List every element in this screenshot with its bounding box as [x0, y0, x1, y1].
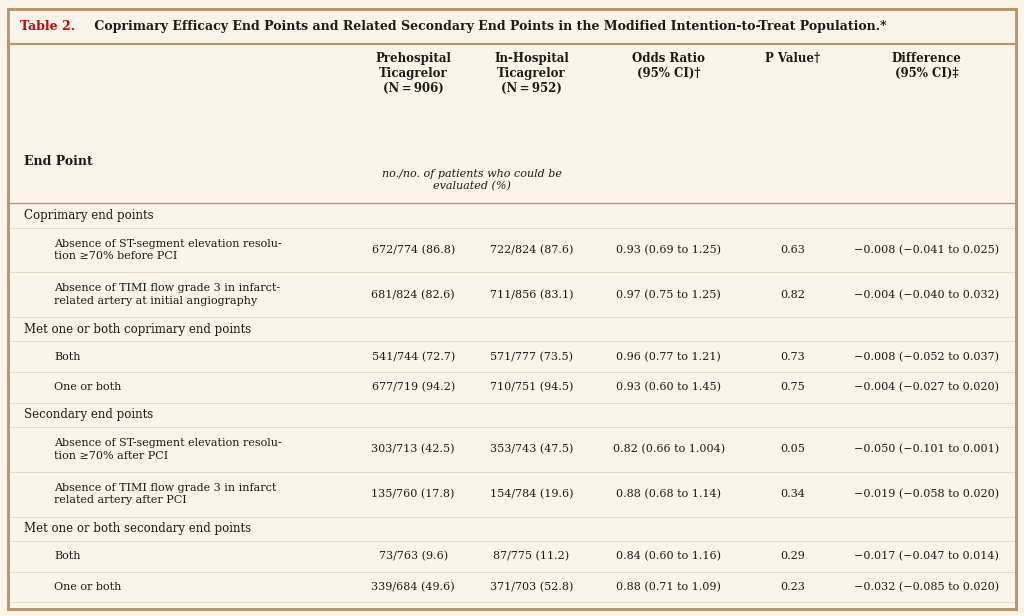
Text: 0.88 (0.68 to 1.14): 0.88 (0.68 to 1.14): [616, 489, 721, 500]
Text: P Value†: P Value†: [765, 52, 820, 65]
Text: −0.050 (−0.101 to 0.001): −0.050 (−0.101 to 0.001): [854, 444, 999, 455]
Text: 0.63: 0.63: [780, 245, 805, 255]
Text: Met one or both coprimary end points: Met one or both coprimary end points: [24, 323, 251, 336]
Text: −0.008 (−0.052 to 0.037): −0.008 (−0.052 to 0.037): [854, 352, 999, 362]
Text: −0.032 (−0.085 to 0.020): −0.032 (−0.085 to 0.020): [854, 582, 999, 592]
Text: 0.05: 0.05: [780, 445, 805, 455]
Text: 0.29: 0.29: [780, 551, 805, 561]
Text: 135/760 (17.8): 135/760 (17.8): [372, 489, 455, 500]
Text: 681/824 (82.6): 681/824 (82.6): [372, 290, 455, 300]
Text: 0.93 (0.69 to 1.25): 0.93 (0.69 to 1.25): [616, 245, 721, 255]
Text: 0.75: 0.75: [780, 383, 805, 392]
Text: Odds Ratio
(95% CI)†: Odds Ratio (95% CI)†: [632, 52, 706, 79]
Text: 710/751 (94.5): 710/751 (94.5): [489, 383, 573, 392]
Text: 303/713 (42.5): 303/713 (42.5): [372, 444, 455, 455]
Text: Absence of ST-segment elevation resolu-
tion ≥70% before PCI: Absence of ST-segment elevation resolu- …: [54, 239, 282, 261]
Text: 711/856 (83.1): 711/856 (83.1): [489, 290, 573, 300]
Text: 0.82: 0.82: [780, 290, 805, 299]
Text: Prehospital
Ticagrelor
(N = 906): Prehospital Ticagrelor (N = 906): [375, 52, 452, 95]
Text: 0.88 (0.71 to 1.09): 0.88 (0.71 to 1.09): [616, 582, 721, 592]
Text: Coprimary end points: Coprimary end points: [24, 209, 154, 222]
Text: 0.34: 0.34: [780, 489, 805, 499]
Text: 0.93 (0.60 to 1.45): 0.93 (0.60 to 1.45): [616, 383, 721, 392]
Text: no./no. of patients who could be
evaluated (%): no./no. of patients who could be evaluat…: [382, 169, 561, 192]
Text: 722/824 (87.6): 722/824 (87.6): [489, 245, 573, 255]
Text: Absence of TIMI flow grade 3 in infarct-
related artery at initial angiography: Absence of TIMI flow grade 3 in infarct-…: [54, 283, 281, 306]
Text: −0.019 (−0.058 to 0.020): −0.019 (−0.058 to 0.020): [854, 489, 999, 500]
Text: 0.97 (0.75 to 1.25): 0.97 (0.75 to 1.25): [616, 290, 721, 300]
Text: 339/684 (49.6): 339/684 (49.6): [372, 582, 455, 592]
Text: One or both: One or both: [54, 383, 122, 392]
Text: −0.017 (−0.047 to 0.014): −0.017 (−0.047 to 0.014): [854, 551, 999, 561]
Text: Both: Both: [54, 352, 81, 362]
Text: −0.008 (−0.041 to 0.025): −0.008 (−0.041 to 0.025): [854, 245, 999, 255]
Text: 672/774 (86.8): 672/774 (86.8): [372, 245, 455, 255]
Text: Difference
(95% CI)‡: Difference (95% CI)‡: [892, 52, 962, 79]
Text: 87/775 (11.2): 87/775 (11.2): [494, 551, 569, 561]
Text: 0.73: 0.73: [780, 352, 805, 362]
Text: 0.84 (0.60 to 1.16): 0.84 (0.60 to 1.16): [616, 551, 721, 561]
Text: −0.004 (−0.027 to 0.020): −0.004 (−0.027 to 0.020): [854, 383, 999, 392]
Text: Absence of ST-segment elevation resolu-
tion ≥70% after PCI: Absence of ST-segment elevation resolu- …: [54, 439, 282, 461]
Text: Absence of TIMI flow grade 3 in infarct
related artery after PCI: Absence of TIMI flow grade 3 in infarct …: [54, 483, 276, 506]
Text: Secondary end points: Secondary end points: [24, 408, 153, 421]
Text: 0.82 (0.66 to 1.004): 0.82 (0.66 to 1.004): [612, 444, 725, 455]
Text: 0.96 (0.77 to 1.21): 0.96 (0.77 to 1.21): [616, 352, 721, 362]
Text: 353/743 (47.5): 353/743 (47.5): [489, 444, 573, 455]
Text: End Point: End Point: [24, 155, 92, 168]
Text: In-Hospital
Ticagrelor
(N = 952): In-Hospital Ticagrelor (N = 952): [495, 52, 568, 95]
Text: Both: Both: [54, 551, 81, 561]
Text: −0.004 (−0.040 to 0.032): −0.004 (−0.040 to 0.032): [854, 290, 999, 300]
Text: 154/784 (19.6): 154/784 (19.6): [489, 489, 573, 500]
Text: Coprimary Efficacy End Points and Related Secondary End Points in the Modified I: Coprimary Efficacy End Points and Relate…: [90, 20, 887, 33]
Text: 73/763 (9.6): 73/763 (9.6): [379, 551, 447, 561]
Text: Met one or both secondary end points: Met one or both secondary end points: [24, 522, 251, 535]
Text: 0.23: 0.23: [780, 582, 805, 592]
Text: Table 2.: Table 2.: [20, 20, 76, 33]
Text: 371/703 (52.8): 371/703 (52.8): [489, 582, 573, 592]
Text: 541/744 (72.7): 541/744 (72.7): [372, 352, 455, 362]
Text: One or both: One or both: [54, 582, 122, 592]
Text: 677/719 (94.2): 677/719 (94.2): [372, 383, 455, 392]
Text: 571/777 (73.5): 571/777 (73.5): [489, 352, 573, 362]
